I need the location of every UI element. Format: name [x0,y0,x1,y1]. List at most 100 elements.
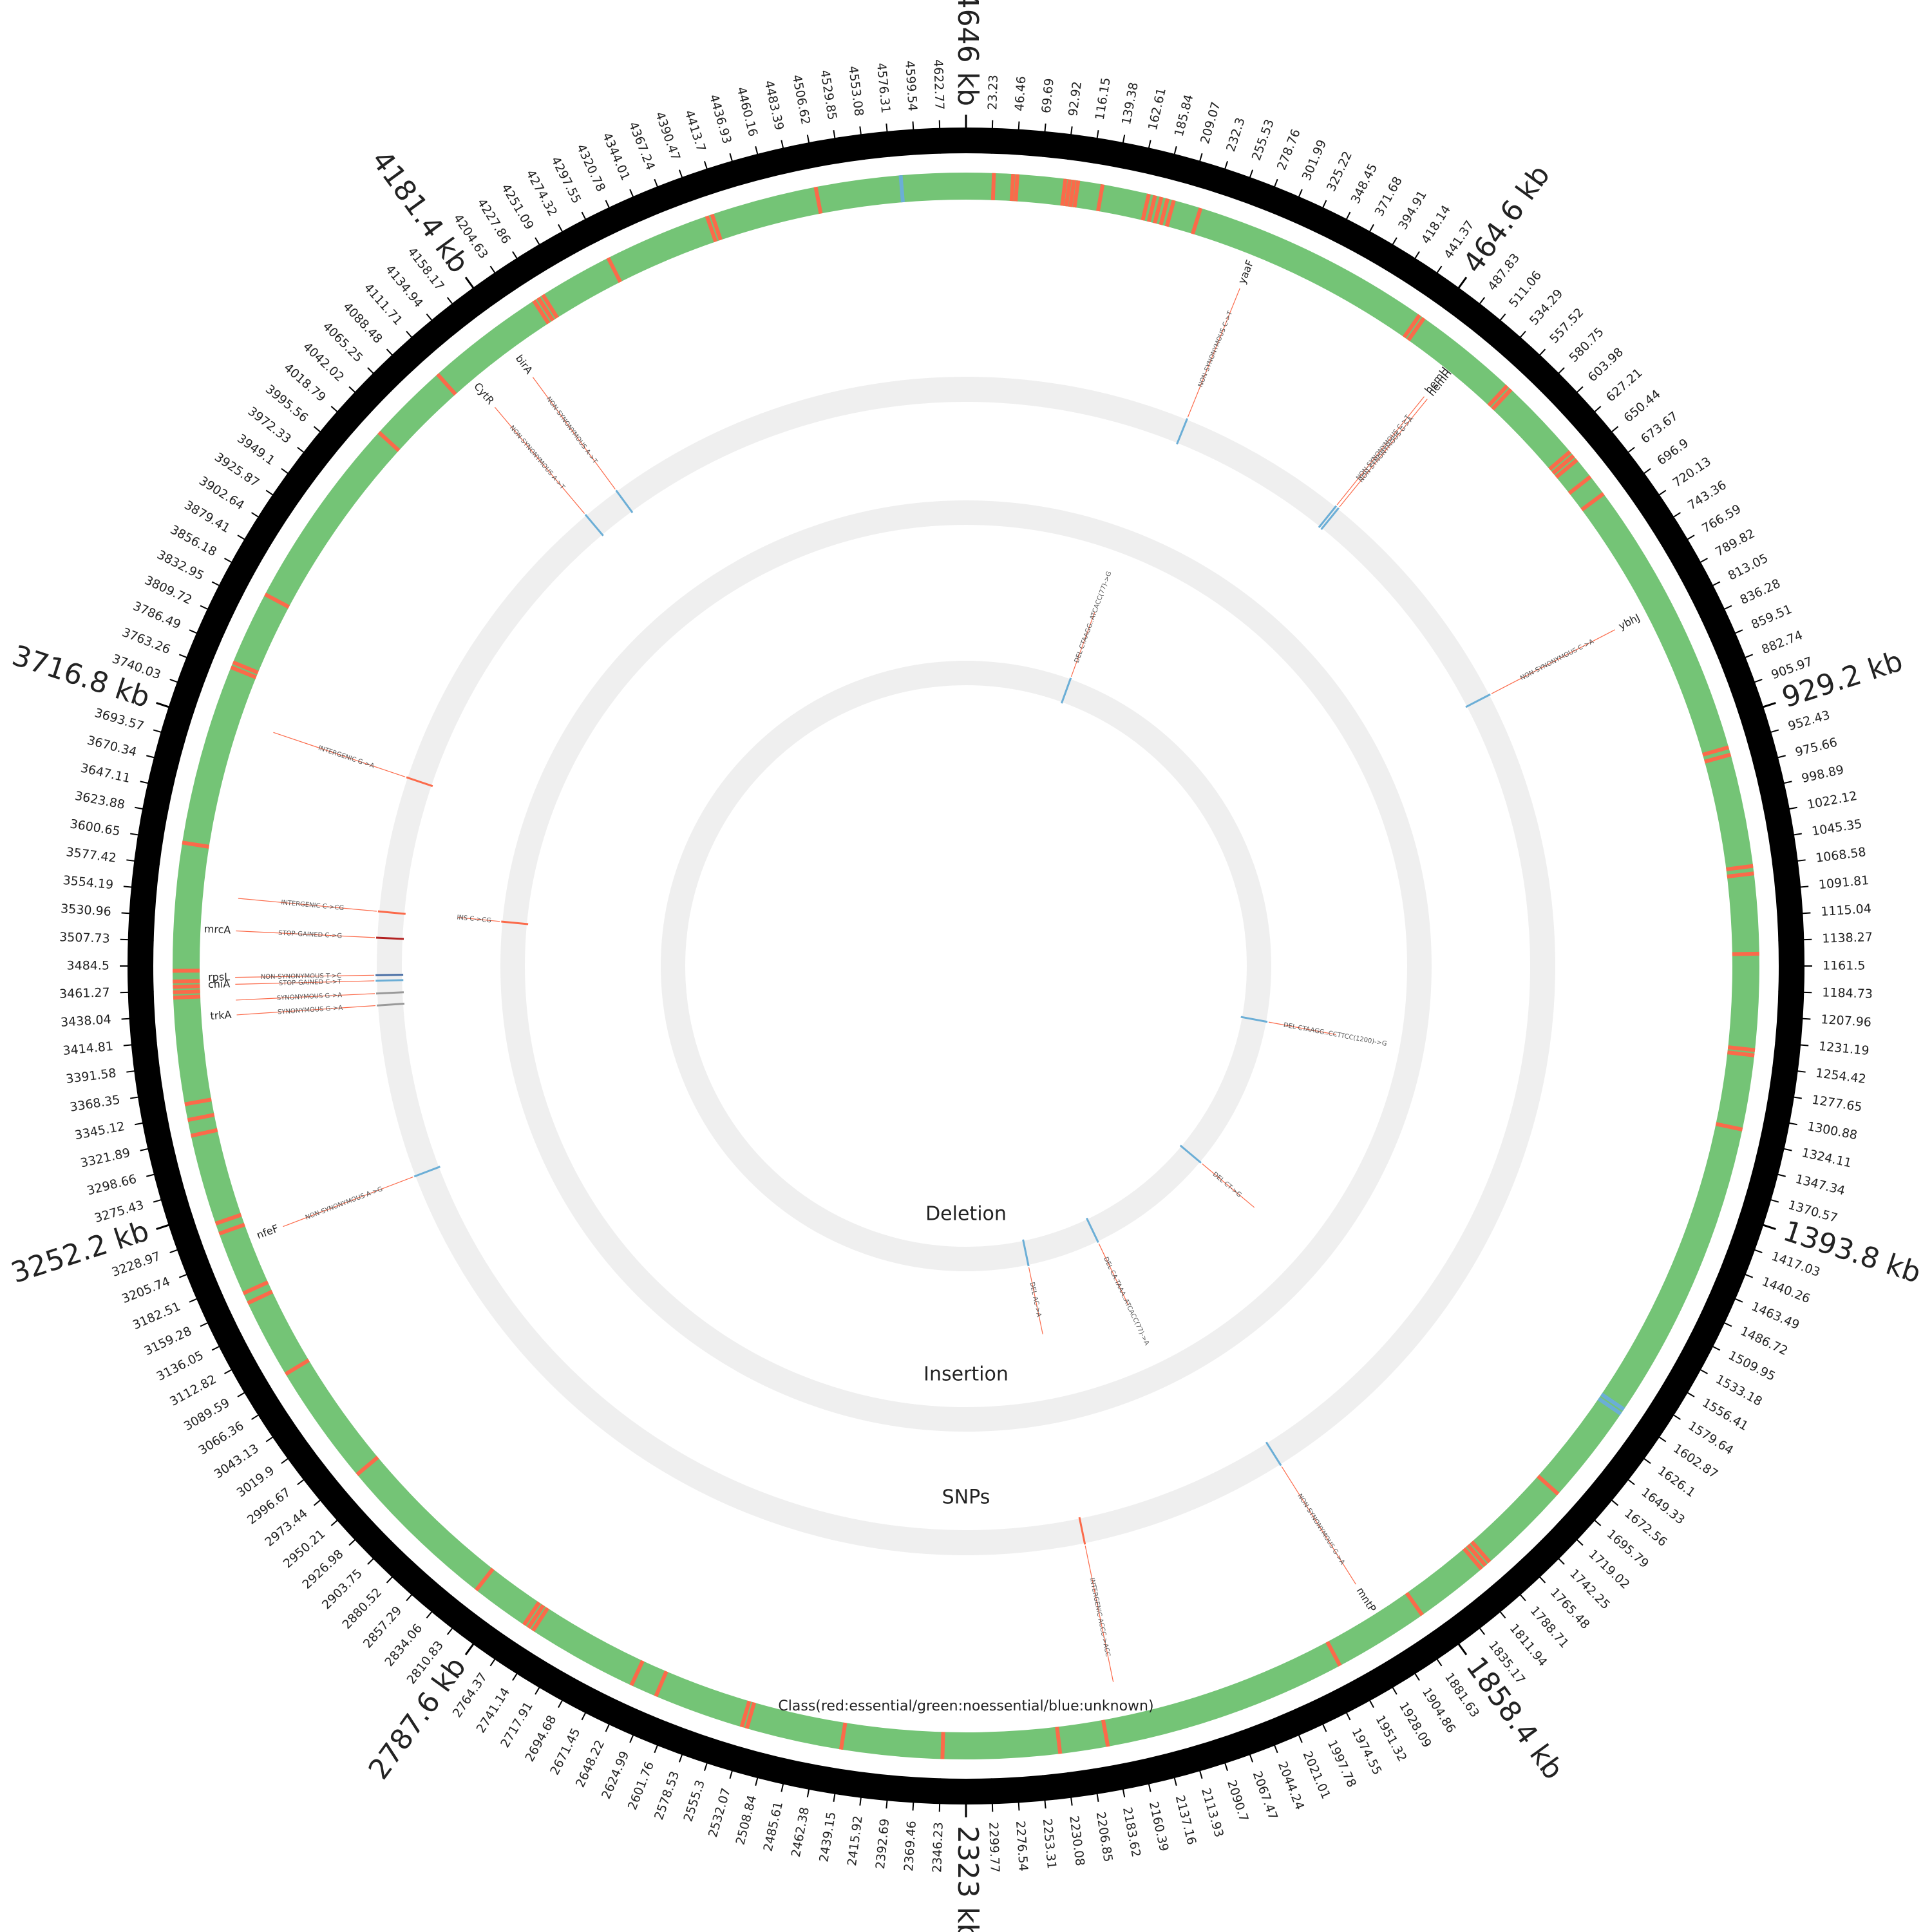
minor-tick-label: 394.91 [1396,188,1430,232]
major-tick [1443,276,1468,309]
minor-tick [1768,833,1802,840]
minor-tick-label: 2276.54 [1013,1821,1030,1872]
minor-tick-label: 998.89 [1800,762,1845,786]
variant-tick [1085,1217,1099,1244]
minor-tick [605,200,621,231]
minor-tick-label: 673.67 [1638,409,1681,446]
minor-tick [1422,265,1443,294]
leader-line [236,993,375,1001]
gene-label: rpsL [208,971,230,983]
variant-tick [1465,693,1491,708]
major-tick-label: 2323 kb [951,1826,984,1932]
minor-tick-label: 4529.85 [817,69,839,121]
leader-line [1070,612,1095,677]
gene-stripe [264,592,290,609]
gene-label: mrcA [204,923,231,936]
minor-tick [678,1730,692,1763]
minor-tick-label: 2230.08 [1066,1815,1087,1867]
minor-tick-label: 4506.62 [790,73,813,126]
minor-tick [1463,297,1486,325]
minor-tick [140,781,173,790]
leader-line [1187,288,1240,418]
minor-tick [1401,1652,1420,1681]
minor-tick [512,1652,531,1681]
minor-tick [446,1607,469,1635]
gene-label: yaaF [1236,258,1256,286]
minor-tick [886,1775,891,1809]
minor-tick [1721,654,1754,668]
minor-tick [535,1665,553,1695]
minor-tick [1311,200,1327,231]
minor-tick-label: 3577.42 [65,845,117,866]
variant-tick [375,974,404,976]
minor-tick-label: 325.22 [1324,149,1355,194]
minor-tick-label: 2346.23 [930,1822,945,1873]
minor-tick-label: 2113.93 [1198,1786,1226,1839]
leader-line [494,406,585,514]
track-label: SNPs [942,1486,990,1509]
minor-tick [1240,169,1254,202]
minor-tick [1701,605,1732,621]
minor-tick-label: 4622.77 [931,59,946,110]
minor-tick [1711,629,1743,644]
minor-tick [1357,1678,1374,1708]
gene-label: trkA [210,1009,232,1022]
gene-stripe [1537,1474,1560,1496]
gene-stripe [1325,1641,1342,1667]
gene-stripe [1101,1719,1110,1747]
gene-label: birA [513,352,535,376]
minor-tick [211,581,243,598]
gene-label: chiA [208,978,231,990]
variant-annotation: NON-SYNONYMOUS T->C [261,972,342,981]
minor-tick [297,446,325,469]
minor-tick-label: 4599.54 [902,60,920,111]
gene-stripe [1141,193,1151,221]
gene-stripe [1470,1540,1492,1564]
minor-tick-label: 1509.95 [1726,1349,1777,1384]
minor-tick-label: 3391.58 [65,1066,117,1086]
minor-tick-label: 3809.72 [142,573,194,607]
minor-tick-label: 882.74 [1759,628,1804,657]
minor-tick [1678,1357,1708,1374]
minor-tick [833,130,840,164]
minor-tick [1092,1768,1099,1802]
minor-tick [130,833,164,840]
minor-tick-label: 4413.7 [681,108,708,153]
minor-tick-label: 301.99 [1300,138,1330,183]
minor-tick-label: 1997.78 [1325,1738,1359,1790]
minor-tick [237,1379,267,1397]
minor-tick-label: 3949.1 [234,431,278,468]
minor-tick [1764,806,1797,815]
minor-tick-label: 2067.47 [1250,1769,1280,1821]
minor-tick [169,1240,202,1254]
minor-tick-label: 789.82 [1713,526,1757,559]
gene-stripe [436,373,457,396]
minor-tick [281,1443,309,1464]
minor-tick-label: 2090.7 [1224,1778,1251,1823]
minor-tick [558,1678,575,1708]
variant-annotation: STOP-GAINED C->G [278,930,342,940]
minor-tick [755,1753,765,1786]
gene-stripe [940,1732,945,1759]
gene-stripe [744,1701,757,1729]
variant-tick [584,513,604,536]
minor-tick-label: 255.53 [1249,117,1277,162]
minor-tick [330,1502,357,1526]
minor-tick [1117,135,1126,168]
minor-tick [535,237,553,267]
gene-stripe [541,294,559,319]
leader-line [236,930,375,938]
minor-tick [1746,1192,1779,1203]
minor-tick [1288,1711,1303,1743]
minor-tick [146,755,179,765]
minor-tick [1638,489,1667,510]
gene-stripe [1159,198,1170,225]
minor-tick-label: 3345.12 [73,1119,126,1142]
minor-tick-label: 3438.04 [60,1012,111,1030]
leader-line [283,1177,413,1227]
gene-stripe [190,1128,218,1138]
gene-stripe [1164,200,1176,227]
gene-stripe [522,1601,541,1626]
minor-tick [251,512,280,531]
minor-tick [1264,178,1278,211]
